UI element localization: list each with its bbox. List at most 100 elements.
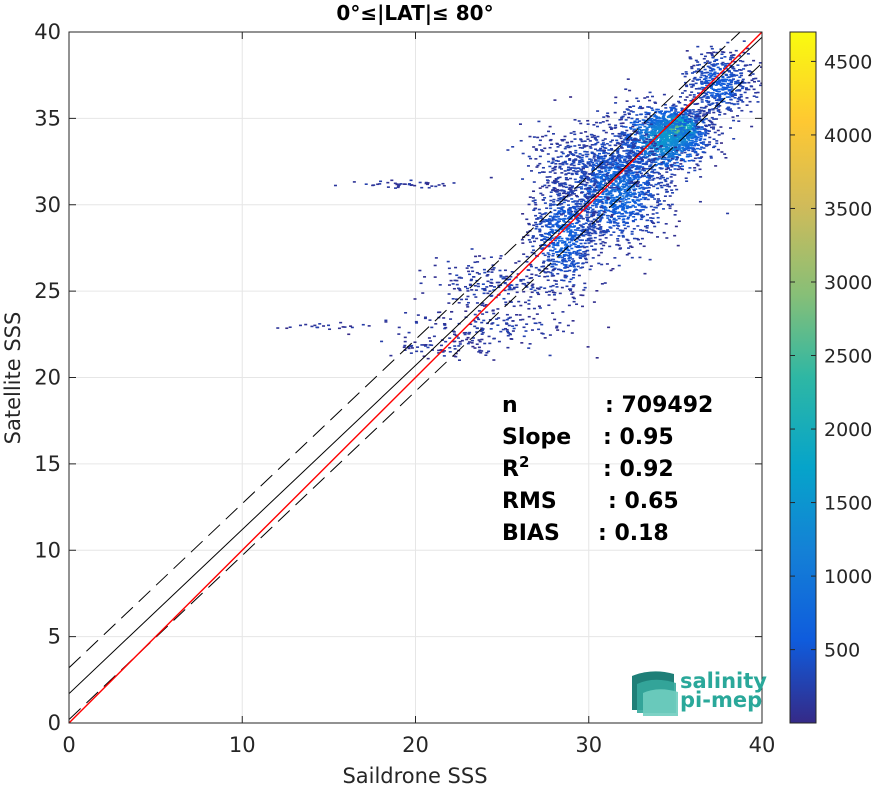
density-cell (571, 160, 575, 162)
density-cell (582, 172, 586, 175)
density-cell (644, 193, 648, 196)
density-cell (739, 69, 743, 71)
density-cell (573, 138, 577, 140)
density-cell (609, 203, 613, 205)
density-cell (512, 327, 516, 330)
density-cell (625, 184, 629, 187)
density-cell (669, 106, 673, 109)
colorbar-tick-label: 2500 (824, 346, 872, 368)
stat-value: : 0.65 (608, 489, 679, 514)
density-cell (707, 112, 711, 114)
density-cell (748, 100, 752, 103)
density-cell (555, 222, 559, 224)
density-cell (397, 326, 401, 329)
density-cell (592, 184, 596, 187)
density-cell (665, 123, 669, 126)
density-cell (730, 81, 734, 83)
density-cell (641, 107, 645, 109)
density-cell (721, 80, 725, 82)
density-cell (466, 295, 470, 298)
density-cell (664, 107, 668, 109)
density-cell (687, 114, 691, 117)
density-cell (604, 197, 608, 199)
density-cell (654, 123, 658, 125)
density-cell (609, 163, 613, 166)
density-cell (458, 276, 462, 279)
density-cell (567, 251, 571, 254)
density-cell (601, 191, 605, 194)
density-cell (602, 214, 606, 216)
density-cell (573, 133, 577, 136)
density-cell (674, 108, 678, 111)
density-cell (690, 65, 694, 68)
density-cell (690, 119, 694, 122)
density-cell (714, 81, 718, 84)
density-cell (692, 123, 696, 125)
density-cell (548, 176, 552, 178)
density-cell (707, 124, 711, 126)
density-cell (617, 176, 621, 179)
density-cell (654, 138, 658, 141)
density-cell (655, 158, 659, 161)
density-cell (590, 180, 594, 182)
density-cell (539, 192, 543, 195)
density-cell (709, 45, 713, 48)
density-cell (630, 166, 634, 168)
density-cell (611, 160, 615, 163)
density-cell (588, 140, 592, 142)
density-cell (483, 271, 487, 274)
density-cell (648, 117, 652, 120)
density-cell (709, 157, 713, 159)
density-cell (652, 161, 656, 163)
density-cell (532, 249, 536, 252)
density-cell (339, 321, 343, 324)
density-cell (725, 84, 729, 87)
density-cell (545, 236, 549, 239)
density-cell (712, 128, 715, 130)
density-cell (409, 179, 413, 182)
density-cell (645, 127, 649, 129)
density-cell (591, 193, 595, 196)
density-cell (625, 134, 629, 137)
density-cell (414, 320, 418, 323)
density-cell (496, 324, 500, 327)
density-cell (736, 81, 740, 84)
density-cell (637, 195, 641, 197)
density-cell (548, 354, 552, 357)
density-cell (715, 95, 719, 97)
density-cell (639, 113, 643, 116)
density-cell (670, 156, 674, 158)
density-cell (625, 182, 629, 184)
density-cell (693, 151, 697, 154)
density-cell (718, 68, 722, 71)
density-cell (568, 168, 572, 171)
density-cell (687, 147, 691, 150)
density-cell (712, 51, 716, 54)
density-cell (730, 102, 734, 105)
density-cell (483, 342, 487, 345)
density-cell (592, 239, 596, 242)
density-cell (717, 98, 721, 101)
density-cell (576, 237, 580, 240)
density-cell (676, 141, 680, 143)
density-cell (481, 331, 485, 334)
density-cell (681, 135, 685, 138)
density-cell (724, 91, 728, 94)
density-cell (709, 92, 713, 94)
density-cell (563, 160, 567, 163)
density-cell (682, 115, 686, 118)
density-cell (689, 99, 693, 102)
density-cell (570, 236, 574, 239)
density-cell (447, 267, 451, 270)
density-cell (556, 329, 560, 331)
density-cell (464, 331, 468, 334)
density-cell (605, 209, 609, 212)
density-cell (583, 286, 587, 289)
density-cell (490, 285, 494, 287)
density-cell (712, 69, 716, 71)
density-cell (477, 318, 481, 321)
density-cell (562, 197, 566, 199)
density-cell (606, 221, 610, 224)
density-cell (610, 195, 614, 197)
density-cell (612, 231, 616, 234)
